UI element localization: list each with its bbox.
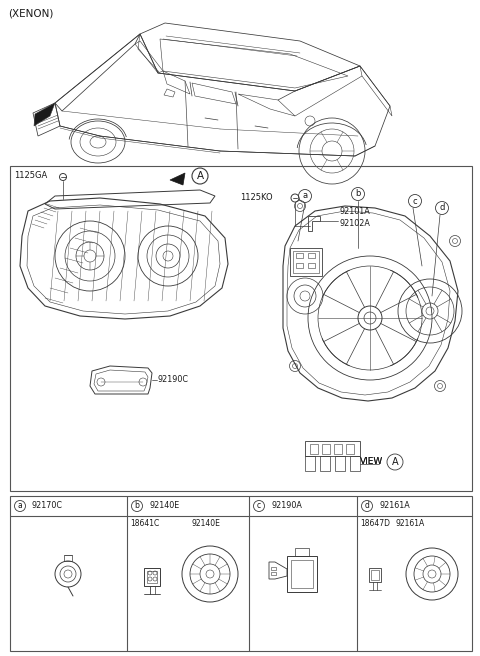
Text: A: A	[392, 457, 398, 467]
Bar	[291, 560, 313, 588]
Bar	[144, 568, 160, 586]
Text: 92190A: 92190A	[271, 501, 302, 510]
Bar	[10, 166, 472, 491]
Text: d: d	[439, 203, 444, 213]
Bar	[322, 444, 330, 454]
Bar	[293, 251, 319, 273]
Bar	[147, 571, 157, 583]
Bar	[296, 253, 303, 258]
Bar	[64, 555, 72, 561]
Text: 92140E: 92140E	[192, 520, 221, 529]
Text: 18647D: 18647D	[360, 520, 390, 529]
Text: 92102A: 92102A	[340, 218, 371, 228]
Bar	[350, 456, 360, 471]
Bar	[334, 444, 342, 454]
Text: 92161A: 92161A	[379, 501, 410, 510]
Bar	[10, 496, 472, 651]
Text: 92161A: 92161A	[395, 520, 424, 529]
Text: VIEW: VIEW	[360, 457, 383, 466]
Text: 92101A: 92101A	[340, 207, 371, 216]
Bar	[369, 568, 381, 582]
Polygon shape	[34, 103, 55, 126]
Bar	[308, 253, 315, 258]
Text: 92170C: 92170C	[32, 501, 63, 510]
Polygon shape	[170, 173, 185, 185]
Text: 92190C: 92190C	[158, 375, 189, 384]
Text: c: c	[257, 501, 261, 510]
Bar	[346, 444, 354, 454]
Bar	[310, 444, 318, 454]
Text: 18641C: 18641C	[130, 520, 159, 529]
Text: d: d	[365, 501, 370, 510]
Bar	[305, 456, 315, 471]
Bar	[295, 548, 309, 556]
Text: (XENON): (XENON)	[8, 9, 53, 19]
Bar	[271, 572, 276, 575]
Text: b: b	[355, 190, 360, 199]
Text: c: c	[413, 197, 417, 205]
Bar	[287, 556, 317, 592]
Text: 1125GA: 1125GA	[14, 171, 47, 180]
Bar	[271, 567, 276, 570]
Text: a: a	[18, 501, 23, 510]
Text: A: A	[196, 171, 204, 181]
Text: 92140E: 92140E	[149, 501, 179, 510]
Text: 1125KO: 1125KO	[240, 194, 273, 203]
Bar	[290, 248, 322, 276]
Text: a: a	[302, 192, 308, 201]
Text: VIEW: VIEW	[360, 457, 383, 466]
Bar	[371, 570, 379, 580]
Bar	[320, 456, 330, 471]
Bar	[335, 456, 345, 471]
Bar	[296, 263, 303, 268]
Text: b: b	[134, 501, 139, 510]
Bar	[308, 263, 315, 268]
